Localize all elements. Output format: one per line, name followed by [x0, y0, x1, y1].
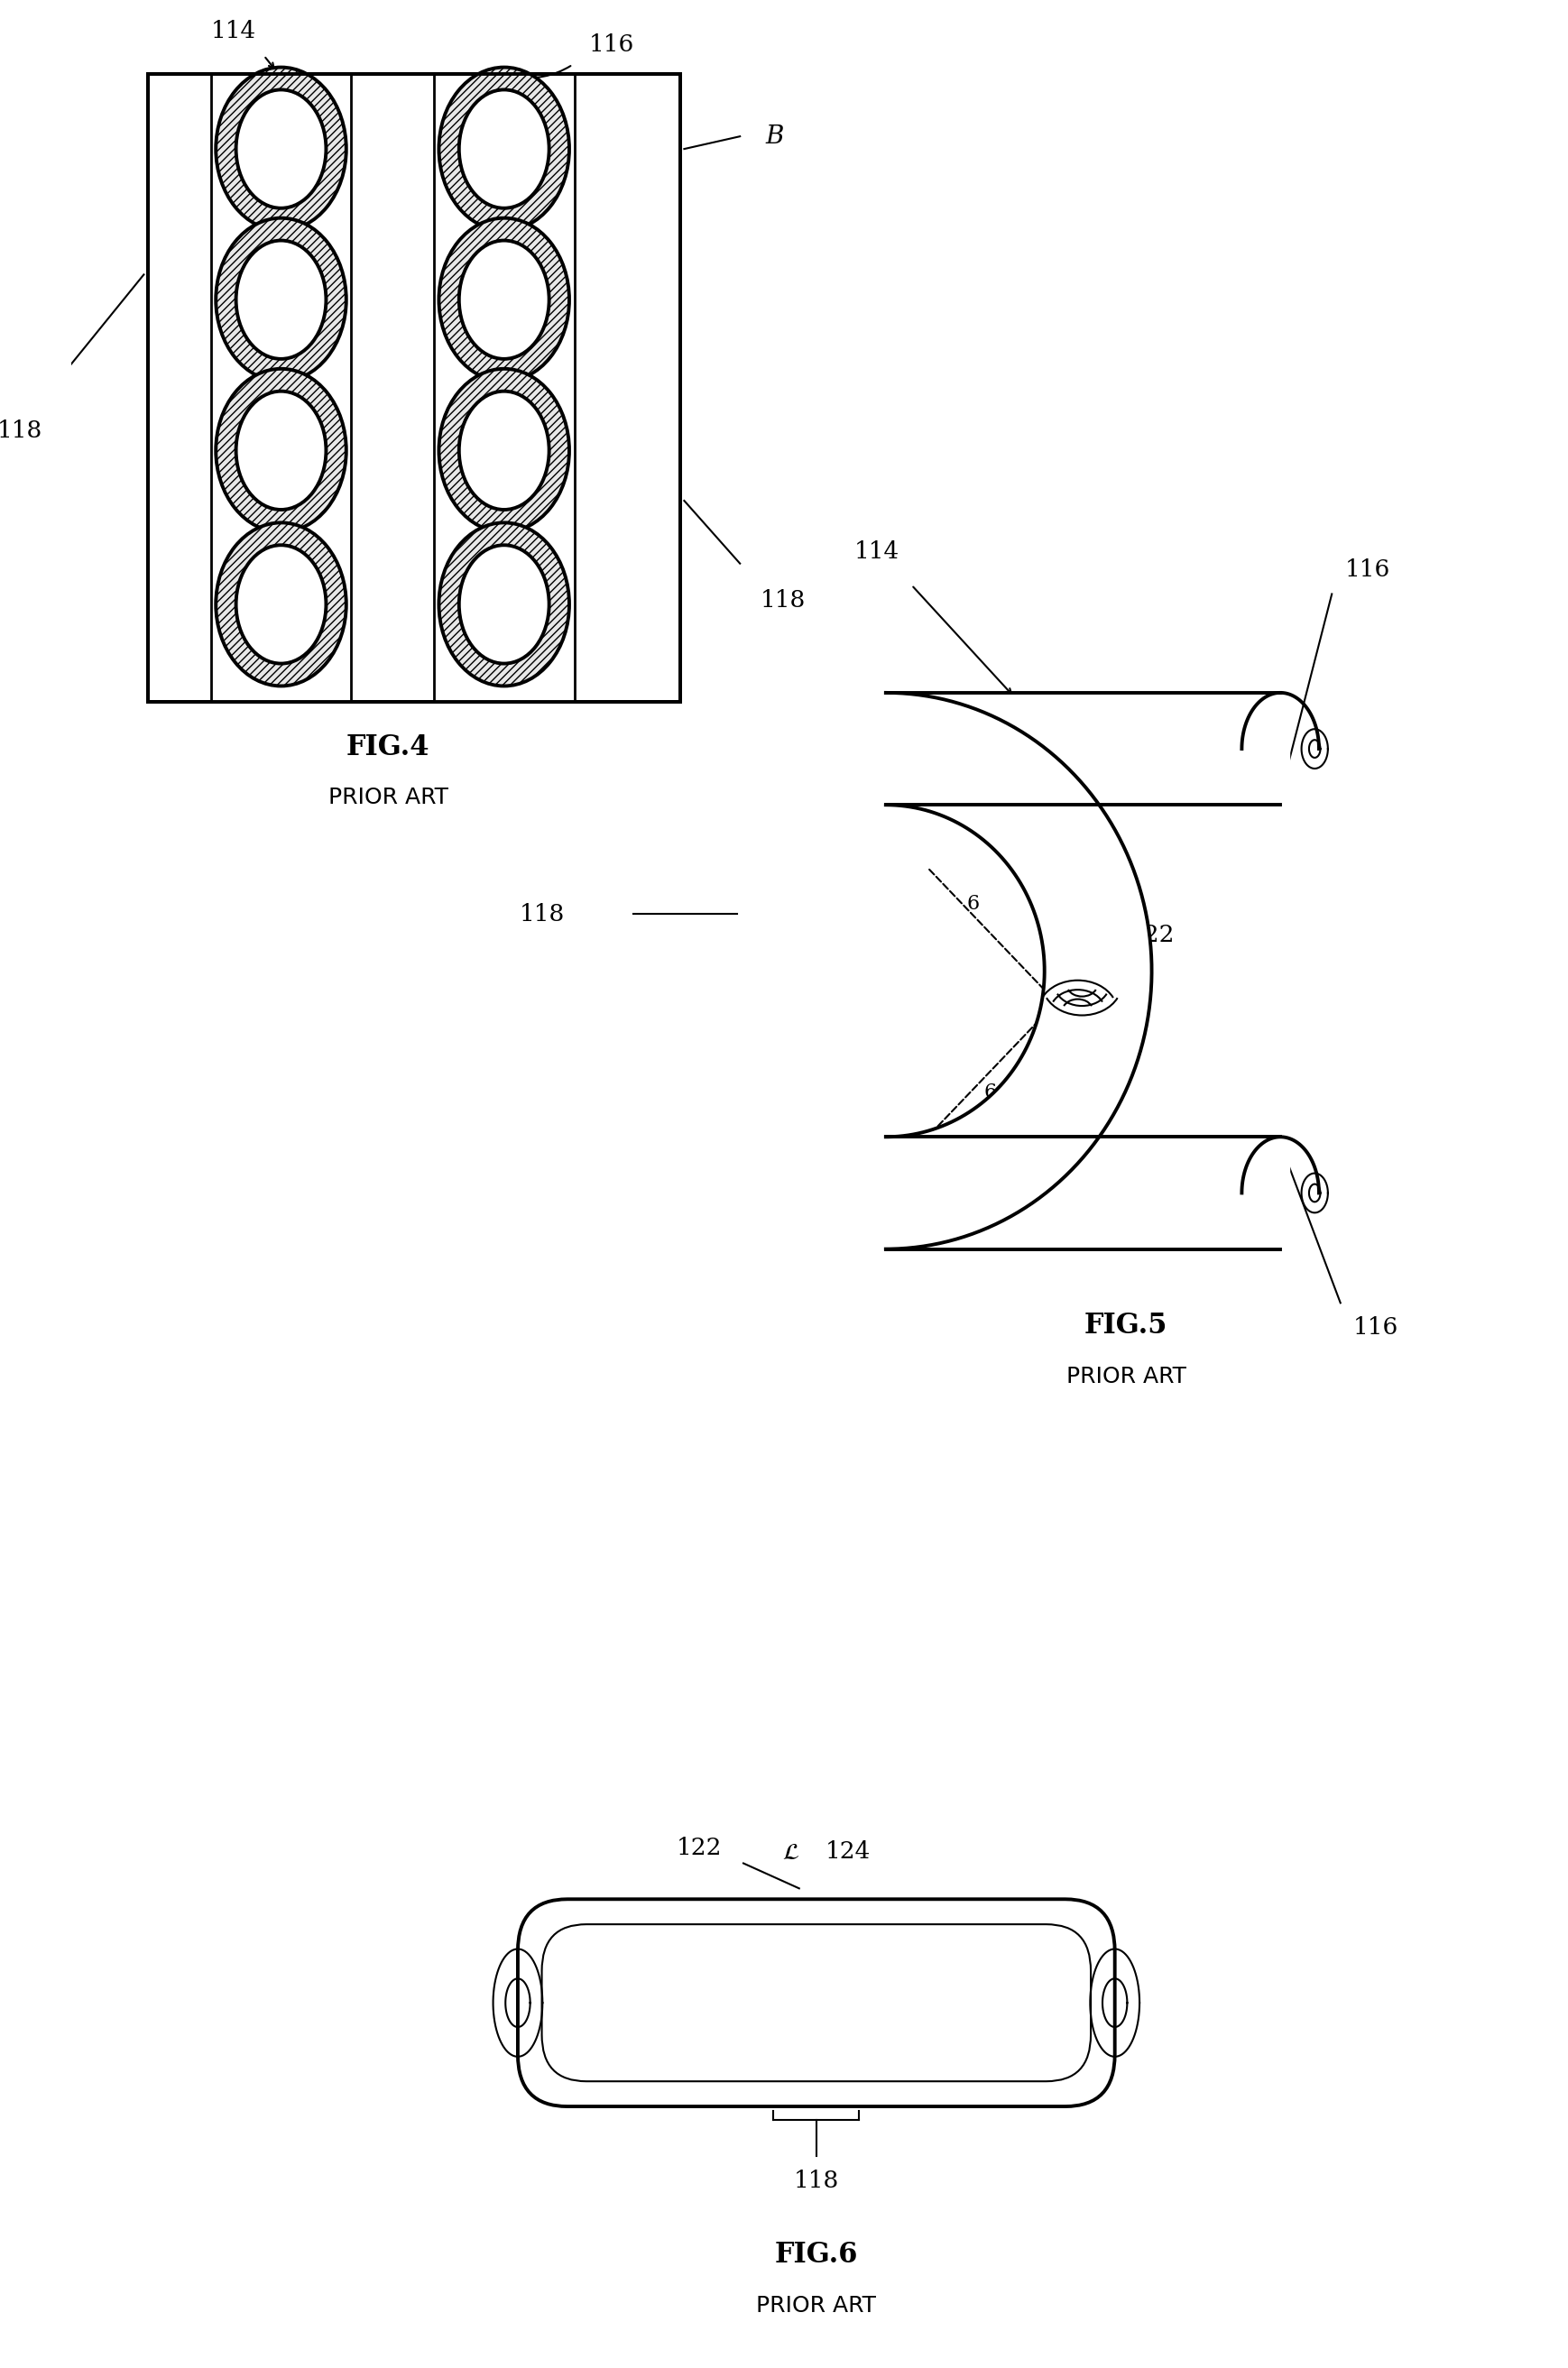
Text: B: B: [765, 123, 784, 149]
FancyBboxPatch shape: [517, 1899, 1115, 2108]
Text: 116: 116: [1345, 559, 1391, 580]
Text: 6: 6: [966, 893, 978, 914]
Ellipse shape: [439, 523, 569, 687]
Bar: [147, 73, 681, 701]
Bar: [210, 73, 351, 701]
Text: 116: 116: [1353, 1317, 1399, 1338]
Text: FIG.6: FIG.6: [775, 2240, 858, 2269]
Text: 124: 124: [825, 1840, 870, 1864]
Ellipse shape: [216, 66, 347, 230]
Ellipse shape: [439, 218, 569, 381]
Ellipse shape: [216, 523, 347, 687]
Ellipse shape: [459, 242, 549, 360]
Text: 114: 114: [855, 540, 900, 564]
Bar: [434, 73, 574, 701]
Text: 118: 118: [793, 2169, 839, 2193]
Ellipse shape: [459, 90, 549, 208]
Polygon shape: [886, 694, 1152, 1248]
Text: PRIOR ART: PRIOR ART: [1066, 1366, 1185, 1388]
Text: 116: 116: [588, 33, 633, 54]
Text: 118: 118: [760, 590, 806, 611]
FancyBboxPatch shape: [543, 1925, 1091, 2081]
Ellipse shape: [439, 66, 569, 230]
Text: 122: 122: [1129, 924, 1174, 947]
Ellipse shape: [459, 545, 549, 663]
Text: FIG.4: FIG.4: [347, 734, 430, 760]
Ellipse shape: [459, 391, 549, 509]
Text: 118: 118: [0, 419, 42, 440]
Text: 122: 122: [676, 1835, 721, 1859]
Ellipse shape: [237, 242, 326, 360]
Text: PRIOR ART: PRIOR ART: [756, 2295, 877, 2316]
Ellipse shape: [439, 369, 569, 533]
Ellipse shape: [237, 545, 326, 663]
Ellipse shape: [237, 90, 326, 208]
Text: $\mathcal{L}$: $\mathcal{L}$: [782, 1842, 800, 1866]
Bar: [147, 73, 681, 701]
Ellipse shape: [237, 391, 326, 509]
Text: 6: 6: [983, 1082, 996, 1101]
Text: 114: 114: [212, 19, 257, 43]
Ellipse shape: [216, 369, 347, 533]
Ellipse shape: [216, 218, 347, 381]
Text: PRIOR ART: PRIOR ART: [328, 786, 448, 807]
Text: 118: 118: [519, 902, 564, 926]
Text: FIG.5: FIG.5: [1085, 1312, 1168, 1340]
